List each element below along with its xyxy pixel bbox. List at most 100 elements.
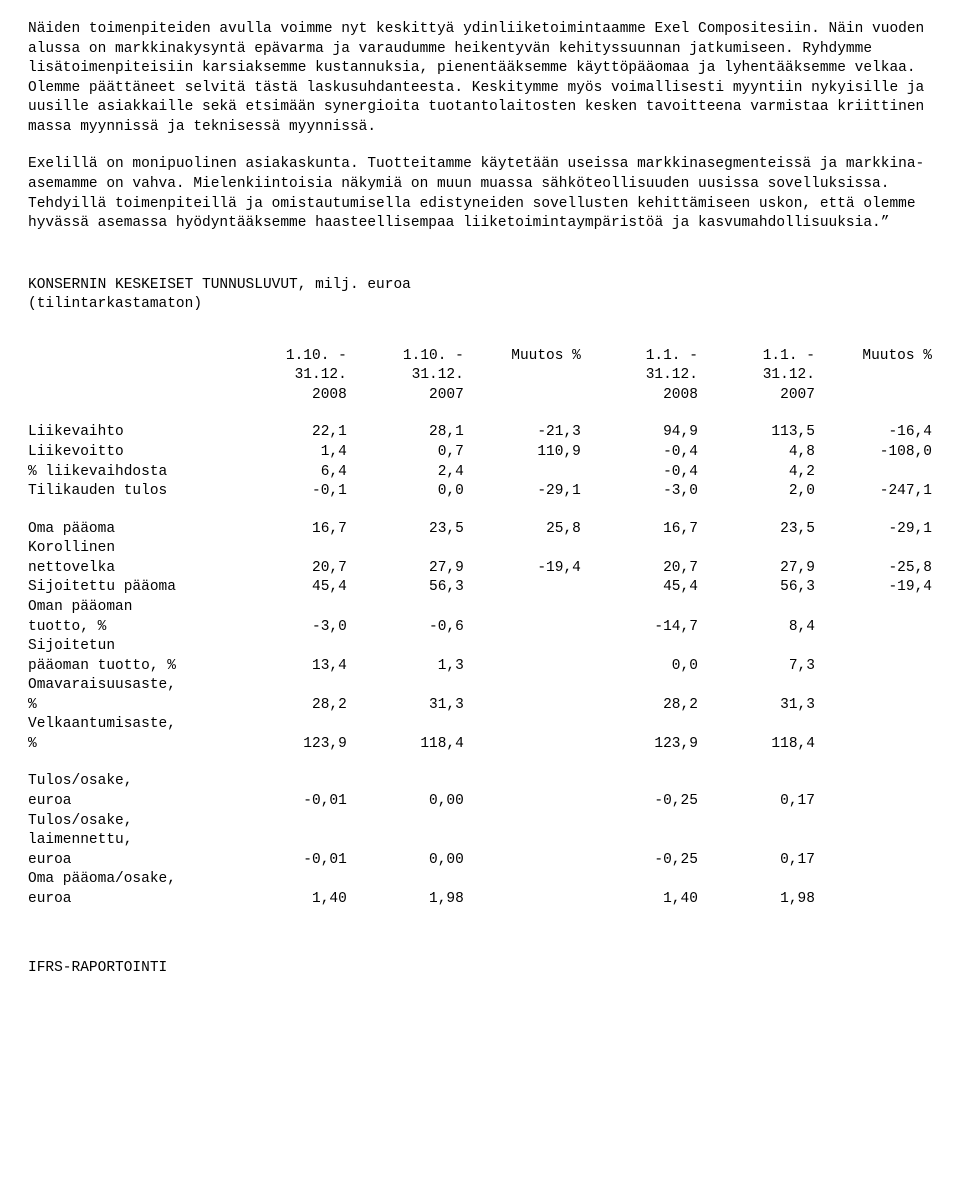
cell-value [230, 598, 347, 618]
cell-value [581, 870, 698, 890]
cell-value [815, 812, 932, 832]
row-label: % [28, 735, 230, 755]
cell-value [815, 735, 932, 755]
cell-value: 1,40 [230, 890, 347, 910]
cell-value: -247,1 [815, 482, 932, 502]
table-row: euroa-0,010,00-0,250,17 [28, 851, 932, 871]
cell-value: 110,9 [464, 443, 581, 463]
cell-value [464, 735, 581, 755]
col-header: 2008 [230, 386, 347, 406]
col-header: 1.10. - [347, 347, 464, 367]
cell-value: -0,1 [230, 482, 347, 502]
cell-value: 20,7 [581, 559, 698, 579]
section-subtitle: (tilintarkastamaton) [28, 295, 932, 315]
cell-value [464, 831, 581, 851]
row-label: laimennettu, [28, 831, 230, 851]
cell-value: 45,4 [581, 578, 698, 598]
cell-value [815, 676, 932, 696]
table-row: Oma pääoma16,723,525,816,723,5-29,1 [28, 520, 932, 540]
cell-value: -25,8 [815, 559, 932, 579]
cell-value [815, 463, 932, 483]
cell-value [581, 715, 698, 735]
table-body: Liikevaihto22,128,1-21,394,9113,5-16,4Li… [28, 423, 932, 909]
table-row: Sijoitettu pääoma45,456,345,456,3-19,4 [28, 578, 932, 598]
cell-value [464, 637, 581, 657]
col-header: 2007 [698, 386, 815, 406]
cell-value: 0,17 [698, 792, 815, 812]
cell-value: 0,0 [581, 657, 698, 677]
row-label: euroa [28, 890, 230, 910]
cell-value [347, 715, 464, 735]
table-row: Tulos/osake, [28, 812, 932, 832]
row-label: Omavaraisuusaste, [28, 676, 230, 696]
intro-paragraph-2: Exelillä on monipuolinen asiakaskunta. T… [28, 155, 932, 233]
table-row: Korollinen [28, 539, 932, 559]
cell-value: 6,4 [230, 463, 347, 483]
cell-value [464, 676, 581, 696]
cell-value [230, 715, 347, 735]
col-header: 31.12. [698, 366, 815, 386]
cell-value [815, 831, 932, 851]
table-row: Omavaraisuusaste, [28, 676, 932, 696]
cell-value: -29,1 [464, 482, 581, 502]
row-label: Oman pääoman [28, 598, 230, 618]
footer-heading: IFRS-RAPORTOINTI [28, 959, 932, 979]
cell-value: -16,4 [815, 423, 932, 443]
cell-value [464, 598, 581, 618]
row-label: % liikevaihdosta [28, 463, 230, 483]
cell-value: 27,9 [698, 559, 815, 579]
cell-value [464, 812, 581, 832]
cell-value [230, 539, 347, 559]
cell-value: -0,01 [230, 792, 347, 812]
row-label: Oma pääoma [28, 520, 230, 540]
row-label: euroa [28, 792, 230, 812]
table-row: Oman pääoman [28, 598, 932, 618]
cell-value: -3,0 [581, 482, 698, 502]
row-label: Tulos/osake, [28, 772, 230, 792]
col-header: 31.12. [347, 366, 464, 386]
cell-value [347, 870, 464, 890]
row-label: Velkaantumisaste, [28, 715, 230, 735]
cell-value [698, 676, 815, 696]
row-label: Korollinen [28, 539, 230, 559]
cell-value [464, 870, 581, 890]
cell-value [815, 618, 932, 638]
col-header: 1.1. - [698, 347, 815, 367]
cell-value [815, 715, 932, 735]
cell-value [230, 831, 347, 851]
cell-value [698, 812, 815, 832]
cell-value [581, 812, 698, 832]
section-title: KONSERNIN KESKEISET TUNNUSLUVUT, milj. e… [28, 276, 932, 296]
col-header: 31.12. [230, 366, 347, 386]
cell-value: -0,25 [581, 792, 698, 812]
cell-value: 2,0 [698, 482, 815, 502]
cell-value [464, 539, 581, 559]
cell-value [581, 676, 698, 696]
cell-value [230, 870, 347, 890]
table-header-row-1: 1.10. - 1.10. - Muutos % 1.1. - 1.1. - M… [28, 347, 932, 367]
cell-value: 94,9 [581, 423, 698, 443]
key-figures-table: 1.10. - 1.10. - Muutos % 1.1. - 1.1. - M… [28, 347, 932, 910]
table-header-row-3: 2008 2007 2008 2007 [28, 386, 932, 406]
cell-value [464, 890, 581, 910]
cell-value [464, 715, 581, 735]
cell-value: 56,3 [698, 578, 815, 598]
cell-value: 1,40 [581, 890, 698, 910]
cell-value: 16,7 [581, 520, 698, 540]
table-row: Tilikauden tulos-0,10,0-29,1-3,02,0-247,… [28, 482, 932, 502]
cell-value: -29,1 [815, 520, 932, 540]
cell-value [347, 676, 464, 696]
cell-value [464, 578, 581, 598]
cell-value [815, 870, 932, 890]
cell-value: 1,98 [698, 890, 815, 910]
cell-value [698, 539, 815, 559]
cell-value: 31,3 [347, 696, 464, 716]
row-label: Oma pääoma/osake, [28, 870, 230, 890]
cell-value: 4,2 [698, 463, 815, 483]
col-header [464, 366, 581, 386]
cell-value: 0,00 [347, 851, 464, 871]
cell-value: 28,2 [581, 696, 698, 716]
cell-value [347, 812, 464, 832]
cell-value: -0,6 [347, 618, 464, 638]
cell-value: 31,3 [698, 696, 815, 716]
